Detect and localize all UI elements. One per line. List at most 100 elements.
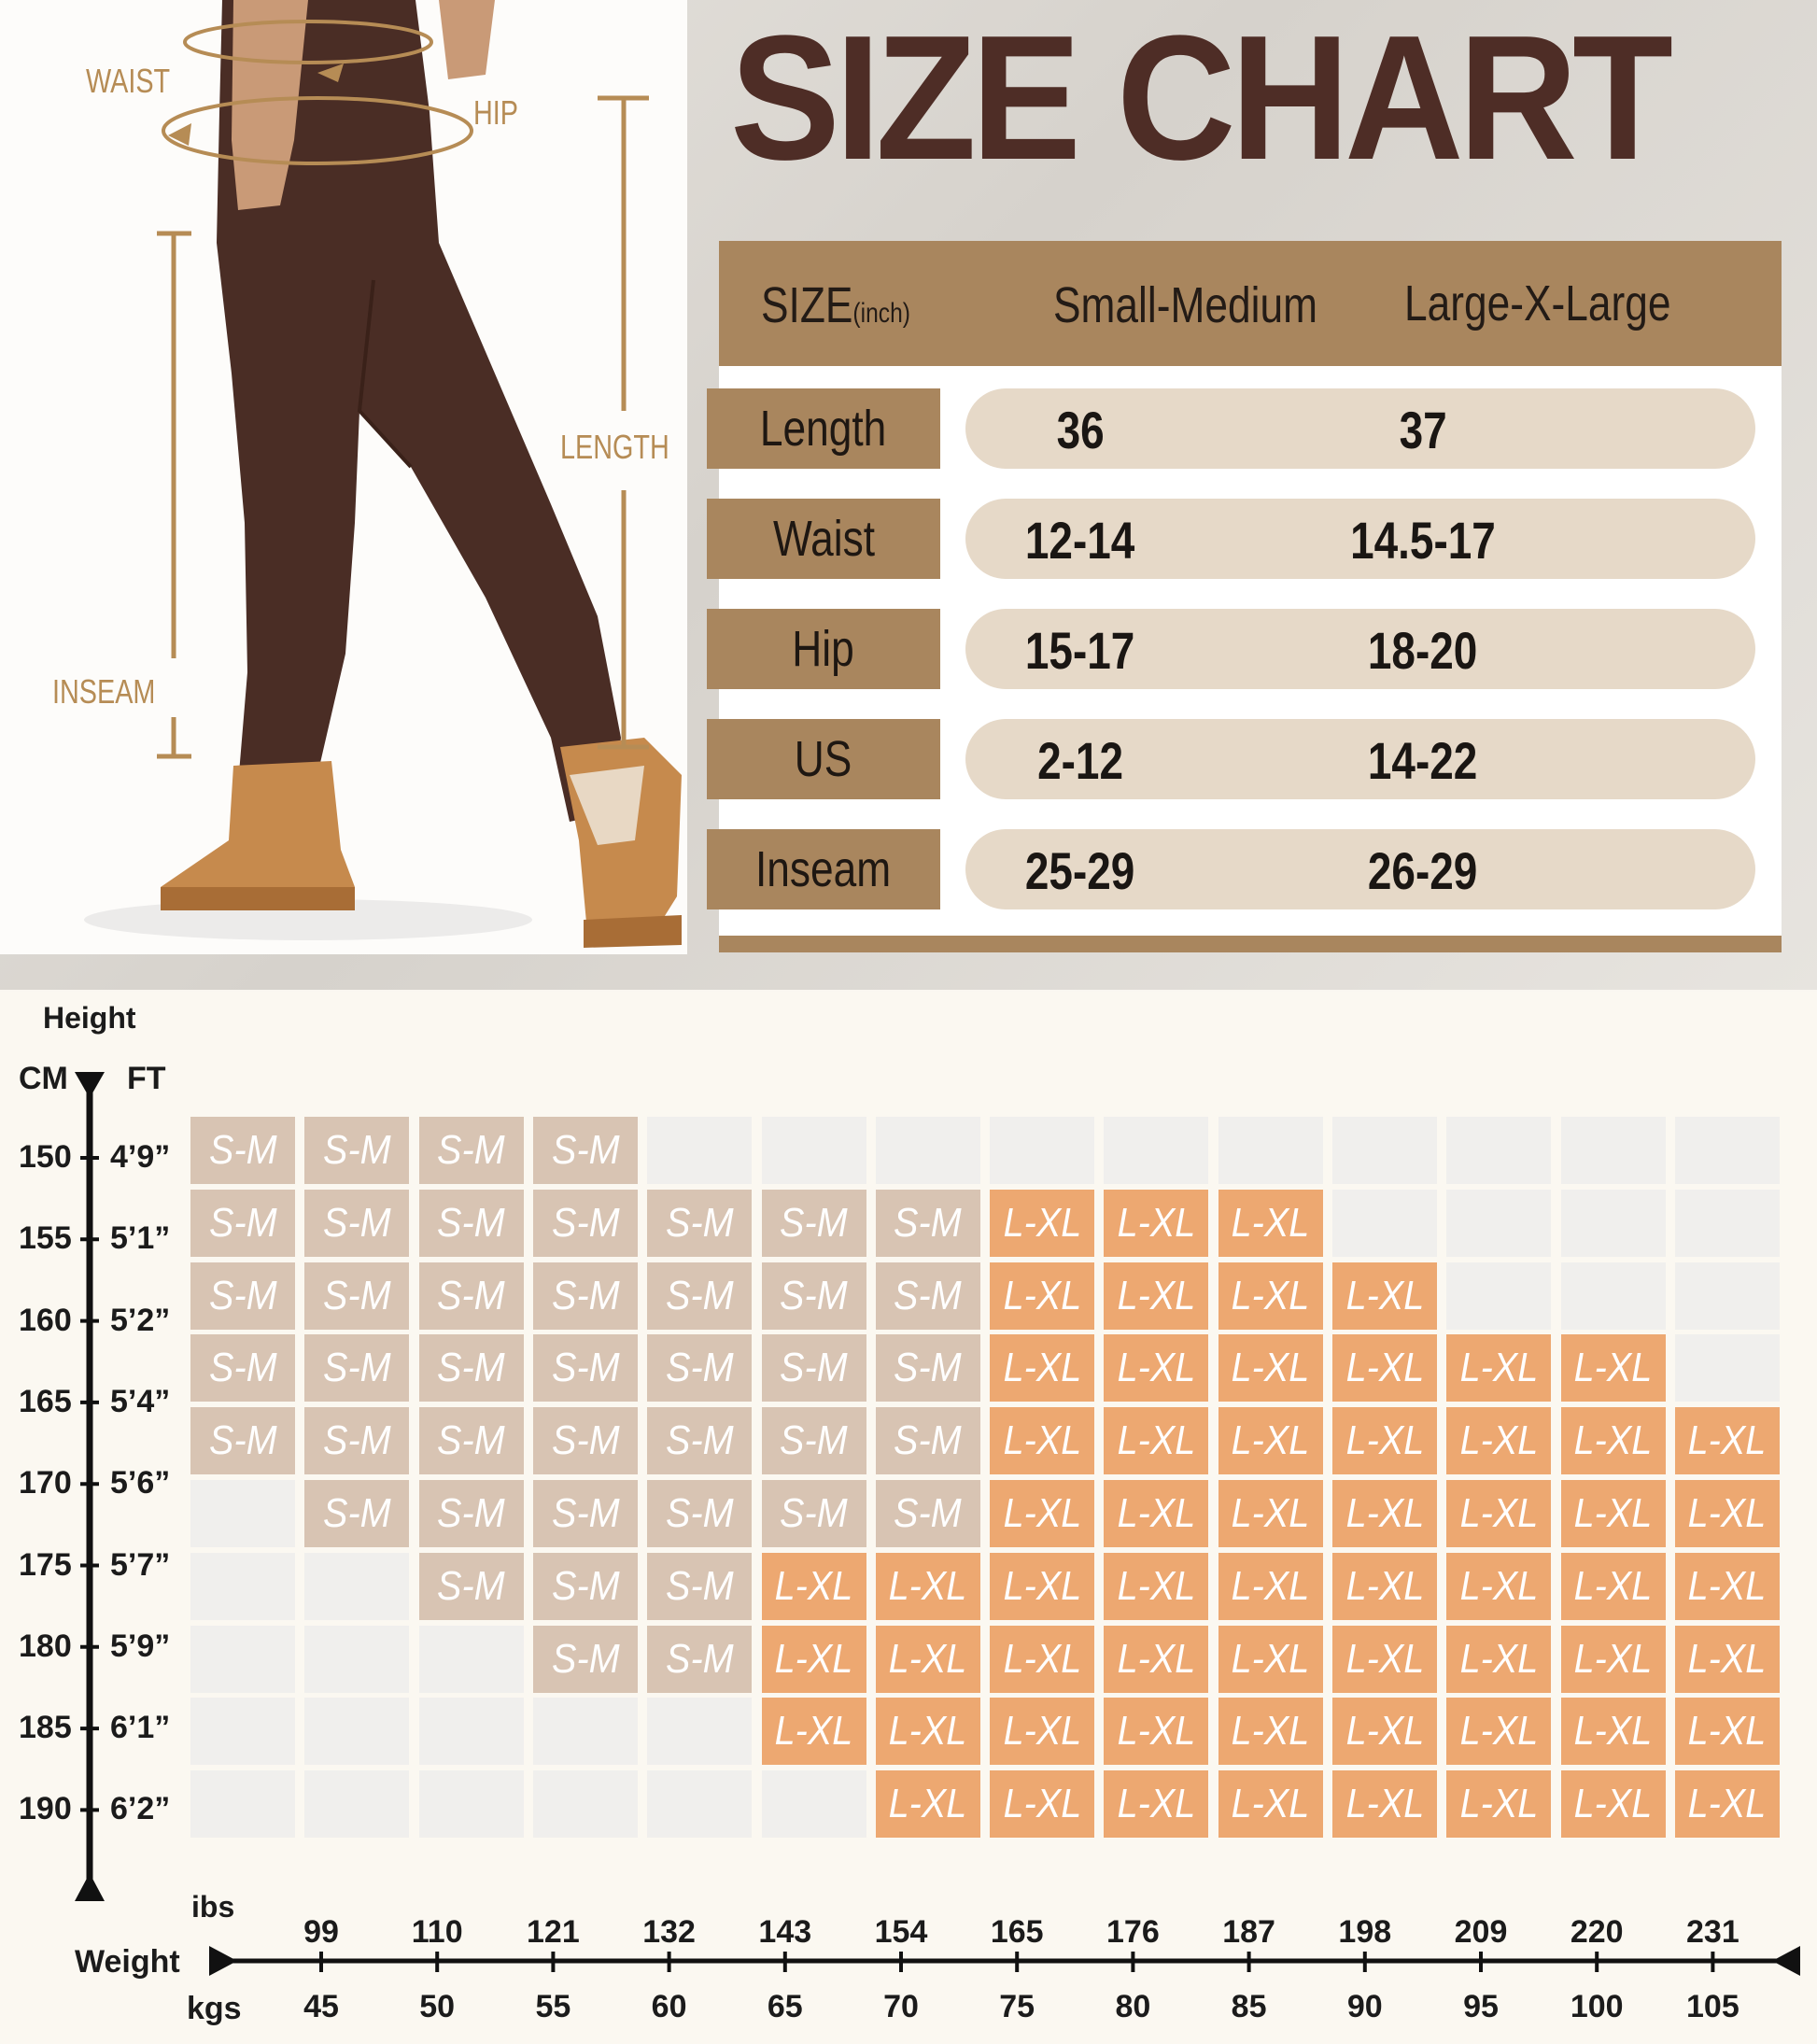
value-text: 15-17 [1025, 621, 1135, 680]
cell-text: S-M [780, 1199, 848, 1246]
weight-lbs-label: 176 [1106, 1914, 1160, 1950]
kgs-unit-label: kgs [187, 1991, 242, 2026]
cell-sm: S-M [761, 1480, 866, 1547]
value-lxl-inseam: 26-29 [1283, 840, 1563, 901]
cell-text: S-M [323, 1490, 391, 1536]
value-sm-inseam: 25-29 [940, 840, 1220, 901]
cell-lxl: L-XL [1560, 1770, 1666, 1839]
cell-lxl: L-XL [1104, 1552, 1209, 1620]
cell-text: S-M [437, 1562, 505, 1609]
row-values-length [965, 388, 1755, 469]
cell-lxl: L-XL [990, 1334, 1095, 1403]
cell-text: L-XL [1117, 1199, 1196, 1246]
cell-empty [304, 1552, 410, 1620]
cell-text: S-M [208, 1417, 277, 1464]
cell-lxl: L-XL [875, 1552, 980, 1620]
cell-text: S-M [551, 1345, 620, 1391]
cell-empty [532, 1698, 638, 1766]
cell-text: L-XL [1573, 1417, 1653, 1464]
cell-empty [1560, 1117, 1666, 1184]
cell-sm: S-M [418, 1407, 524, 1475]
cell-lxl: L-XL [1104, 1480, 1209, 1547]
cell-empty [1104, 1117, 1209, 1184]
cell-text: L-XL [888, 1781, 967, 1827]
value-sm-hip: 15-17 [940, 620, 1220, 681]
cell-lxl: L-XL [1332, 1552, 1437, 1620]
cell-sm: S-M [761, 1262, 866, 1330]
cell-lxl: L-XL [1560, 1480, 1666, 1547]
cell-text: L-XL [1117, 1417, 1196, 1464]
cell-empty [1674, 1262, 1780, 1330]
cell-empty [1560, 1189, 1666, 1257]
height-ft-label: 4’9” [110, 1139, 171, 1175]
cell-lxl: L-XL [875, 1625, 980, 1693]
cell-lxl: L-XL [1560, 1625, 1666, 1693]
cell-text: L-XL [1459, 1635, 1539, 1682]
cell-lxl: L-XL [1104, 1334, 1209, 1403]
row-values-hip [965, 609, 1755, 689]
cell-lxl: L-XL [1218, 1770, 1323, 1839]
cell-sm: S-M [532, 1334, 638, 1403]
cell-sm: S-M [875, 1480, 980, 1547]
cell-lxl: L-XL [990, 1698, 1095, 1766]
cell-lxl: L-XL [1446, 1552, 1552, 1620]
weight-kgs-label: 85 [1231, 1989, 1267, 2024]
cell-lxl: L-XL [990, 1625, 1095, 1693]
cell-lxl: L-XL [1218, 1625, 1323, 1693]
row-label-waist: Waist [707, 499, 940, 579]
cell-text: L-XL [774, 1708, 853, 1755]
cell-lxl: L-XL [1332, 1770, 1437, 1839]
cell-empty [190, 1698, 295, 1766]
cell-empty [1446, 1189, 1552, 1257]
cell-lxl: L-XL [1332, 1334, 1437, 1403]
cell-text: S-M [551, 1417, 620, 1464]
cell-text: S-M [665, 1417, 734, 1464]
value-text: 18-20 [1368, 621, 1478, 680]
weight-lbs-label: 209 [1454, 1914, 1508, 1950]
cell-empty [875, 1117, 980, 1184]
cell-text: L-XL [1231, 1708, 1310, 1755]
cell-empty [304, 1698, 410, 1766]
cell-text: L-XL [1117, 1781, 1196, 1827]
cell-sm: S-M [418, 1480, 524, 1547]
cell-text: L-XL [1345, 1708, 1424, 1755]
header-size: SIZE(inch) [761, 276, 910, 334]
cell-text: L-XL [1003, 1345, 1081, 1391]
weight-kgs-label: 95 [1463, 1989, 1499, 2024]
cell-lxl: L-XL [1674, 1625, 1780, 1693]
cell-sm: S-M [190, 1334, 295, 1403]
cell-empty [1674, 1117, 1780, 1184]
height-cm-label: 160 [19, 1302, 72, 1338]
cell-lxl: L-XL [875, 1698, 980, 1766]
cell-lxl: L-XL [1446, 1698, 1552, 1766]
value-text: 12-14 [1025, 511, 1135, 570]
row-label-text: Hip [792, 621, 855, 677]
cell-text: S-M [323, 1199, 391, 1246]
height-cm-label: 170 [19, 1465, 72, 1501]
row-label-text: Length [760, 401, 887, 457]
cell-text: L-XL [1345, 1781, 1424, 1827]
cell-text: S-M [208, 1272, 277, 1318]
cell-text: L-XL [888, 1708, 967, 1755]
cell-sm: S-M [647, 1625, 753, 1693]
cell-sm: S-M [875, 1262, 980, 1330]
cell-lxl: L-XL [761, 1552, 866, 1620]
cell-empty [1560, 1262, 1666, 1330]
cell-text: L-XL [1573, 1781, 1653, 1827]
cell-text: L-XL [1003, 1417, 1081, 1464]
cell-lxl: L-XL [1674, 1770, 1780, 1839]
value-lxl-hip: 18-20 [1283, 620, 1563, 681]
height-ft-label: 5’4” [110, 1383, 171, 1419]
weight-kgs-label: 60 [651, 1989, 687, 2024]
cell-sm: S-M [761, 1334, 866, 1403]
cell-lxl: L-XL [1560, 1334, 1666, 1403]
value-text: 14-22 [1368, 731, 1478, 790]
cell-text: S-M [665, 1345, 734, 1391]
cell-text: S-M [437, 1199, 505, 1246]
cell-text: S-M [551, 1562, 620, 1609]
cell-text: L-XL [1573, 1635, 1653, 1682]
cell-text: S-M [437, 1417, 505, 1464]
cell-text: L-XL [1688, 1562, 1767, 1609]
cell-lxl: L-XL [1446, 1407, 1552, 1475]
